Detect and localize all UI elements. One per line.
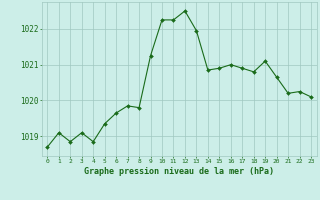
X-axis label: Graphe pression niveau de la mer (hPa): Graphe pression niveau de la mer (hPa): [84, 167, 274, 176]
